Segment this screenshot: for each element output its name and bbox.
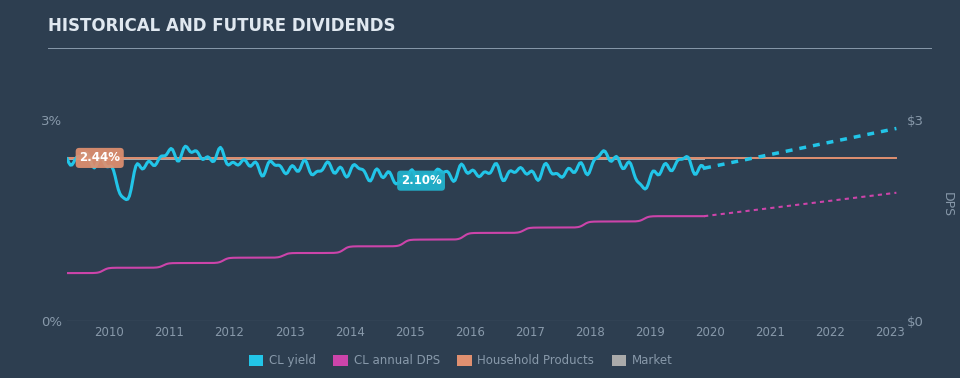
Y-axis label: DPS: DPS: [941, 192, 954, 217]
Text: 2.44%: 2.44%: [80, 152, 120, 164]
Legend: CL yield, CL annual DPS, Household Products, Market: CL yield, CL annual DPS, Household Produ…: [244, 350, 678, 372]
Text: HISTORICAL AND FUTURE DIVIDENDS: HISTORICAL AND FUTURE DIVIDENDS: [48, 17, 396, 35]
Text: 2.10%: 2.10%: [400, 174, 442, 187]
